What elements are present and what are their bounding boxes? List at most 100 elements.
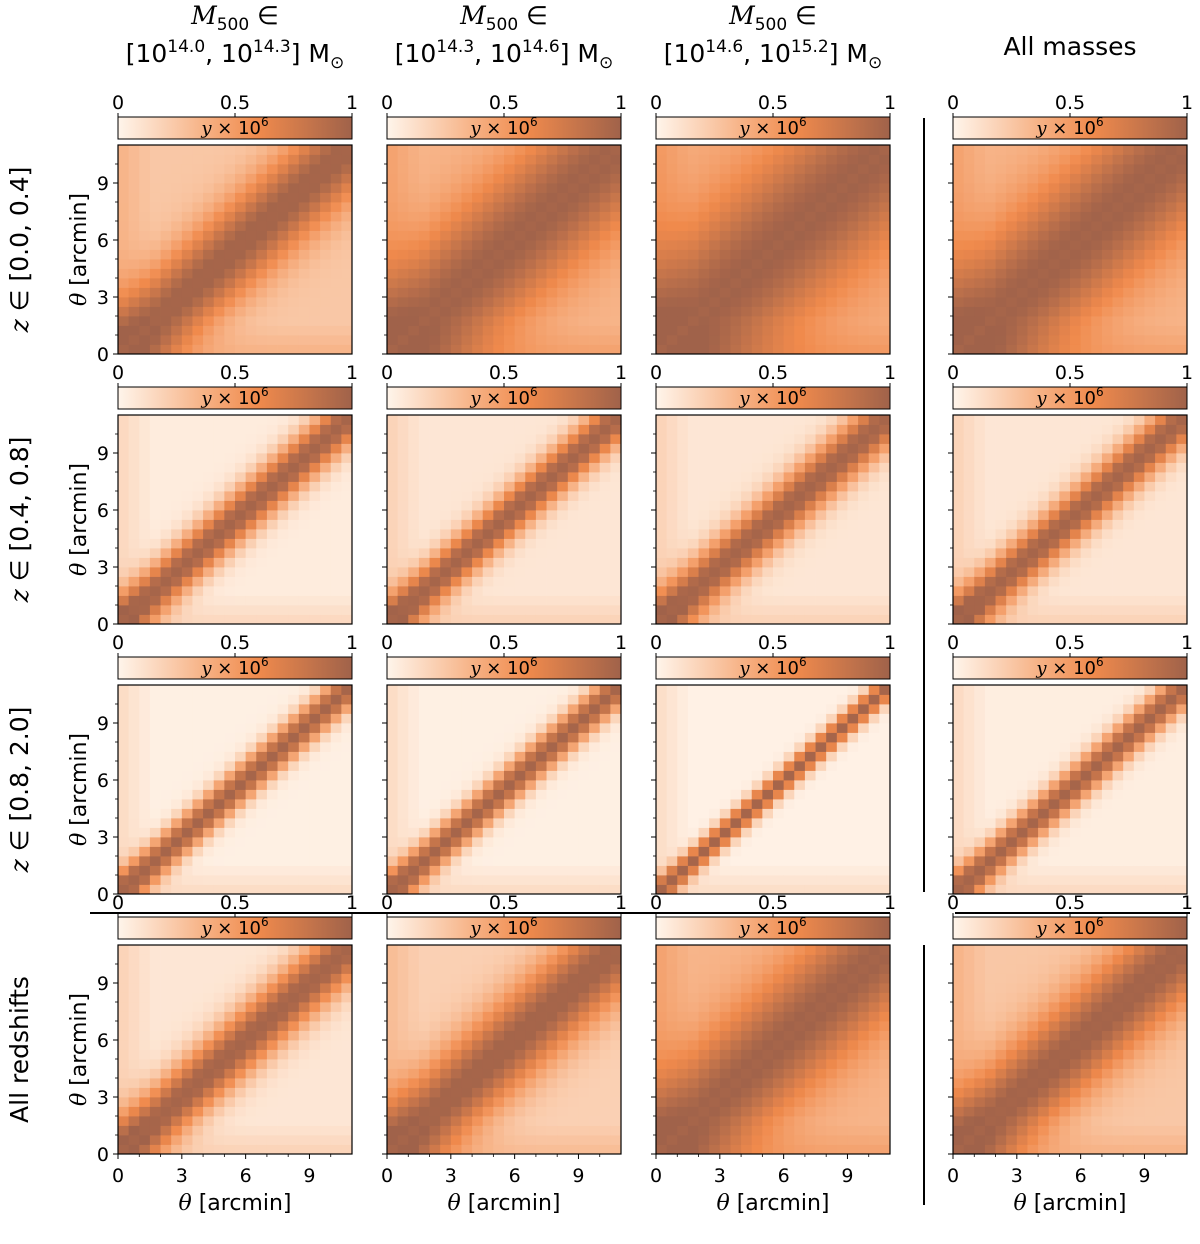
heatmap-cell	[995, 183, 1007, 193]
heatmap-cell	[341, 434, 353, 444]
heatmap-cell	[320, 192, 332, 203]
heatmap-cell	[160, 576, 172, 587]
heatmap-cell	[815, 595, 827, 606]
heatmap-cell	[687, 424, 699, 435]
heatmap-cell	[1080, 529, 1092, 539]
heatmap-cell	[245, 183, 257, 193]
heatmap-cell	[461, 415, 473, 425]
heatmap-cell	[461, 183, 473, 193]
heatmap-cell	[698, 605, 710, 615]
heatmap-cell	[256, 605, 268, 615]
heatmap-cell	[610, 259, 622, 269]
heatmap-cell	[719, 576, 731, 587]
heatmap-cell	[1038, 297, 1050, 307]
heatmap-cell	[525, 827, 537, 838]
heatmap-cell	[826, 259, 838, 269]
heatmap-cell	[309, 595, 321, 606]
heatmap-cell	[277, 519, 289, 530]
heatmap-cell	[504, 827, 516, 838]
heatmap-cell	[128, 761, 140, 771]
heatmap-cell	[213, 164, 225, 174]
heatmap-cell	[599, 415, 611, 425]
heatmap-cell	[192, 306, 204, 317]
heatmap-cell	[309, 780, 321, 790]
heatmap-cell	[472, 818, 484, 828]
heatmap-cell	[160, 837, 172, 847]
heatmap-cell	[858, 316, 870, 326]
heatmap-cell	[751, 472, 763, 482]
heatmap-cell	[656, 164, 668, 174]
heatmap-cell	[181, 723, 193, 733]
heatmap-cell	[535, 742, 547, 752]
heatmap-cell	[1038, 335, 1050, 345]
heatmap-cell	[1048, 259, 1060, 269]
heatmap-cell	[578, 453, 590, 463]
heatmap-cell	[171, 780, 183, 790]
heatmap-cell	[1006, 453, 1018, 463]
heatmap-cell	[698, 548, 710, 558]
heatmap-cell	[493, 240, 505, 250]
heatmap-cell	[160, 240, 172, 250]
heatmap-cell	[213, 780, 225, 790]
heatmap-cell	[330, 278, 342, 288]
heatmap-cell	[1048, 230, 1060, 241]
heatmap-cell	[677, 481, 689, 492]
heatmap-cell	[963, 221, 975, 231]
heatmap-cell	[461, 202, 473, 212]
heatmap-cell	[794, 249, 806, 260]
heatmap-cell	[118, 462, 130, 473]
heatmap-cell	[794, 230, 806, 241]
heatmap-cell	[815, 316, 827, 326]
heatmap-cell	[504, 173, 516, 184]
heatmap-cell	[698, 249, 710, 260]
heatmap-cell	[974, 472, 986, 482]
heatmap-cell	[719, 268, 731, 279]
heatmap-cell	[1112, 287, 1124, 298]
heatmap-cell	[461, 268, 473, 279]
heatmap-cell	[277, 837, 289, 847]
heatmap-cell	[1101, 519, 1113, 530]
heatmap-cell	[741, 510, 753, 520]
heatmap-cell	[677, 192, 689, 203]
heatmap-cell	[192, 780, 204, 790]
heatmap-cell	[440, 614, 452, 625]
heatmap-cell	[288, 818, 300, 828]
heatmap-cell	[762, 211, 774, 222]
heatmap-cell	[514, 453, 526, 463]
heatmap-cell	[320, 818, 332, 828]
heatmap-cell	[482, 453, 494, 463]
heatmap-cell	[330, 316, 342, 326]
heatmap-cell	[320, 837, 332, 847]
heatmap-cell	[408, 856, 420, 866]
heatmap-cell	[461, 443, 473, 454]
heatmap-cell	[450, 453, 462, 463]
heatmap-cell	[836, 500, 848, 511]
heatmap-cell	[687, 462, 699, 473]
heatmap-cell	[741, 491, 753, 501]
heatmap-cell	[408, 751, 420, 762]
heatmap-cell	[224, 694, 236, 705]
heatmap-cell	[256, 278, 268, 288]
heatmap-cell	[762, 567, 774, 577]
heatmap-cell	[482, 202, 494, 212]
heatmap-cell	[1091, 500, 1103, 511]
heatmap-cell	[557, 443, 569, 454]
heatmap-cell	[995, 335, 1007, 345]
heatmap-cell	[826, 529, 838, 539]
heatmap-cell	[320, 462, 332, 473]
colorbar-tick-label: 0.5	[758, 362, 788, 384]
heatmap-cell	[804, 595, 816, 606]
heatmap-cell	[815, 297, 827, 307]
heatmap-cell	[578, 837, 590, 847]
heatmap-cell	[687, 287, 699, 298]
heatmap-cell	[418, 481, 430, 492]
heatmap-cell	[741, 519, 753, 530]
heatmap-cell	[953, 240, 965, 250]
heatmap-cell	[719, 443, 731, 454]
heatmap-cell	[288, 557, 300, 568]
heatmap-cell	[149, 704, 161, 714]
heatmap-cell	[783, 595, 795, 606]
heatmap-cell	[482, 297, 494, 307]
